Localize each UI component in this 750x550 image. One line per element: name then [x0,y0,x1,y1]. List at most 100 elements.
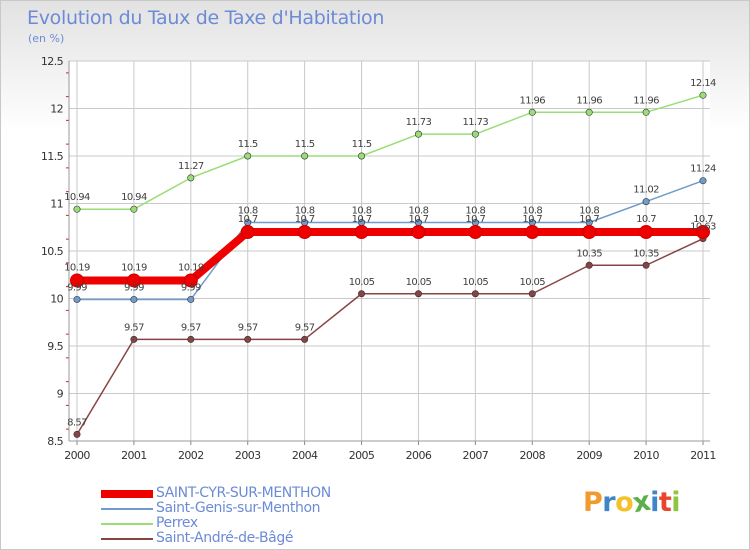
series-saint-genis-point [699,177,707,185]
series-saint-andre-point [73,430,81,438]
series-saint-andre-point [471,290,479,298]
legend-swatch [101,490,153,498]
legend-item: Saint-Genis-sur-Menthon [101,500,401,517]
series-saint-genis-data-label: 10.8 [409,206,429,217]
legend-label: SAINT-CYR-SUR-MENTHON [156,485,331,501]
series-saint-cyr-point [639,225,654,239]
y-tick-label: 8.5 [47,435,63,448]
series-perrex-data-label: 11.73 [463,117,489,128]
series-saint-cyr-point [183,273,198,288]
series-saint-genis-data-label: 9.99 [67,282,87,293]
chart-title: Evolution du Taux de Taxe d'Habitation [27,7,385,29]
legend-swatch [101,508,153,510]
series-saint-andre-point [642,261,650,269]
legend-item: Saint-André-de-Bâgé [101,530,401,547]
series-saint-cyr-point [525,225,540,239]
legend-swatch [101,523,153,525]
series-saint-cyr-line [77,228,703,285]
series-perrex-data-label: 11.5 [352,139,372,150]
legend-swatch [101,538,153,540]
series-perrex-data-label: 11.96 [519,95,545,106]
series-points [70,91,710,438]
series-saint-andre-data-label: 10.05 [349,277,375,288]
series-saint-cyr-point [468,225,483,239]
legend-item: Perrex [101,515,401,532]
x-tick-label: 2005 [349,449,375,462]
series-saint-andre-data-label: 10.05 [406,277,432,288]
series-perrex-data-label: 12.14 [690,78,716,89]
series-perrex-data-label: 11.27 [178,161,204,172]
series-perrex-data-label: 11.5 [295,139,315,150]
series-saint-andre-point [528,290,536,298]
legend-label: Perrex [156,515,198,531]
series-saint-andre-data-label: 10.35 [576,248,602,259]
x-tick-label: 2011 [690,449,716,462]
series-saint-cyr-data-label: 10.19 [178,262,204,273]
series-saint-andre-point [187,335,195,343]
series-saint-andre-point [414,290,422,298]
series-saint-genis-data-label: 11.02 [633,185,659,196]
logo-letter: i [650,487,659,518]
series-perrex-point [244,152,252,160]
series-saint-genis-data-label: 10.8 [579,206,599,217]
series-saint-genis-data-label: 11.24 [690,164,716,175]
y-tick-label: 10.5 [41,245,64,258]
series-saint-cyr-point [297,225,312,239]
x-tick-label: 2008 [519,449,545,462]
series-saint-genis-data-label: 9.99 [181,282,201,293]
series-saint-cyr-data-label: 10.7 [295,214,315,225]
series-saint-genis-point [187,295,195,303]
series-perrex-point [73,205,81,213]
series-saint-cyr-data-label: 10.7 [465,214,485,225]
logo-letter: P [583,487,603,518]
series-perrex-point [130,205,138,213]
y-tick-label: 11.5 [41,150,64,163]
series-perrex-data-label: 11.96 [633,95,659,106]
x-tick-label: 2009 [576,449,602,462]
logo-letter: o [615,487,634,518]
x-tick-label: 2001 [121,449,147,462]
series-saint-andre-point [244,335,252,343]
series-perrex-point [471,130,479,138]
series-saint-cyr-point [696,225,710,239]
series-saint-cyr-data-label: 10.7 [636,214,656,225]
y-tick-label: 9 [57,388,64,401]
series-perrex-point [301,152,309,160]
legend-label: Saint-Genis-sur-Menthon [156,500,321,516]
series-perrex-line [77,94,704,210]
series-saint-cyr-point [70,273,84,288]
series-perrex-data-label: 10.94 [64,192,90,203]
series-saint-andre-data-label: 10.35 [633,248,659,259]
series-saint-cyr-data-label: 10.7 [522,214,542,225]
data-labels: 10.94 10.94 11.27 11.5 11.5 11.5 11.73 11.73 11.… [64,78,716,428]
x-tick-label: 2004 [292,449,318,462]
series-saint-andre-data-label: 9.57 [295,322,315,333]
series-perrex-point [358,152,366,160]
series-saint-andre-point [301,335,309,343]
series-saint-cyr-point [582,225,597,239]
series-saint-andre-line [76,237,704,435]
series-perrex-point [414,130,422,138]
y-tick-label: 12 [50,103,63,116]
x-tick-label: 2003 [235,449,261,462]
series-saint-cyr-data-label: 10.7 [352,214,372,225]
y-tick-label: 11 [50,198,63,211]
series-saint-genis-data-label: 10.8 [238,206,258,217]
series-saint-andre-point [585,261,593,269]
series-saint-cyr-point [411,225,426,239]
series-saint-genis-data-label: 10.8 [522,206,542,217]
series-saint-cyr-point [126,273,141,288]
x-tick-label: 2002 [178,449,204,462]
series-saint-cyr-data-label: 10.19 [121,262,147,273]
series-saint-andre-point [130,335,138,343]
series-saint-genis-point [130,295,138,303]
series-perrex-data-label: 11.73 [406,117,432,128]
series-saint-andre-data-label: 10.05 [519,277,545,288]
series-saint-cyr-data-label: 10.7 [693,214,713,225]
y-tick-label: 9.5 [47,340,63,353]
series-perrex-data-label: 10.94 [121,192,147,203]
series-perrex-point [187,174,195,182]
legend-label: Saint-André-de-Bâgé [156,530,294,546]
grid-lines [69,60,710,442]
